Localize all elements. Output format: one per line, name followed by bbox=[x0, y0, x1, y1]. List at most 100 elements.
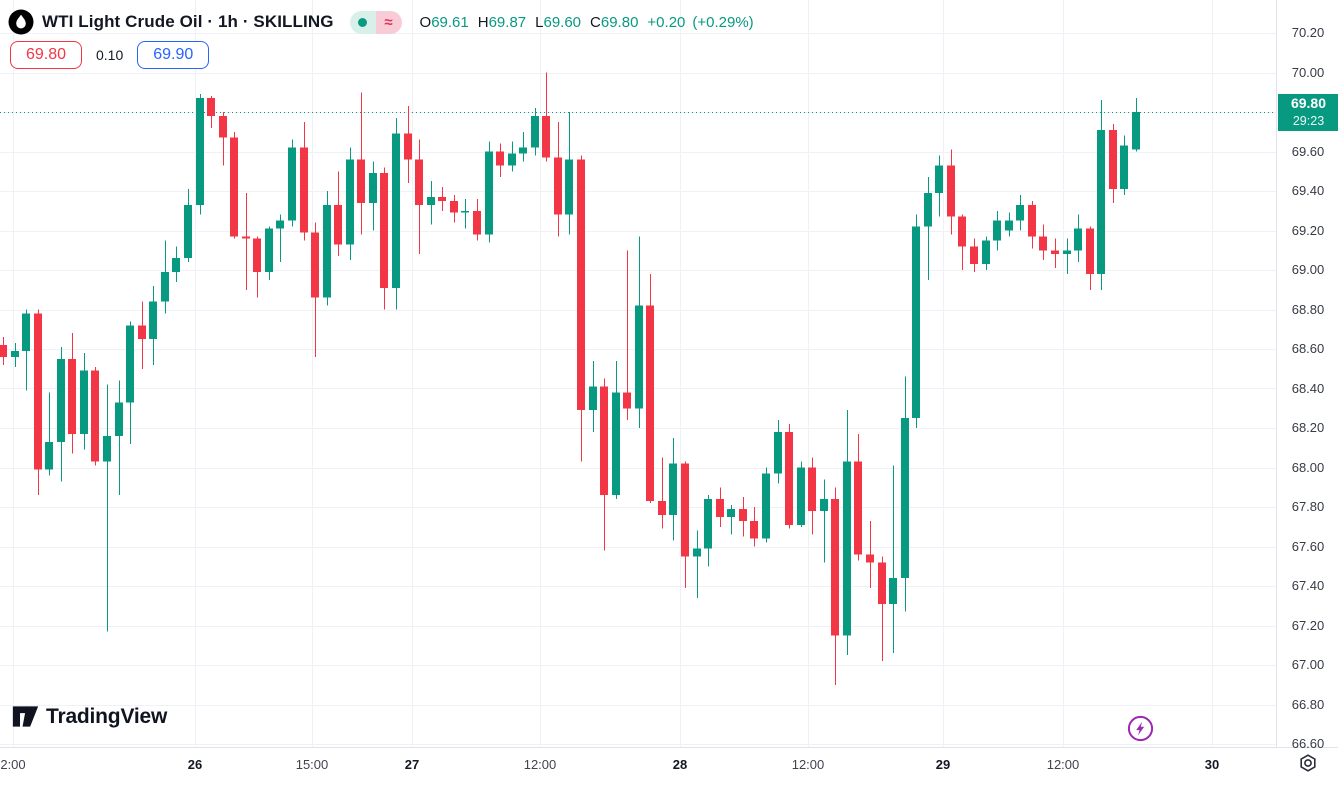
symbol-title[interactable]: WTI Light Crude Oil · 1h · SKILLING bbox=[42, 12, 334, 31]
candle-body bbox=[80, 370, 88, 434]
approximate-data-indicator[interactable]: ≈ bbox=[375, 10, 402, 34]
market-open-indicator[interactable] bbox=[349, 10, 376, 34]
candle-body bbox=[276, 220, 284, 229]
candle-body bbox=[68, 358, 76, 434]
candle-body bbox=[866, 554, 874, 563]
candle-body bbox=[820, 499, 828, 511]
time-axis[interactable]: 2:00 26 15:00 27 12:00 28 12:00 29 12:00 30 bbox=[0, 747, 1338, 791]
time-tick-label: 27 bbox=[404, 757, 420, 772]
candle-body bbox=[958, 216, 966, 247]
quote-row: 69.80 0.10 69.90 bbox=[10, 41, 210, 69]
time-tick-label: 15:00 bbox=[295, 757, 329, 772]
axis-settings-button[interactable] bbox=[1296, 751, 1320, 775]
candle-body bbox=[693, 548, 701, 557]
candle-body bbox=[681, 463, 689, 557]
price-tick-label: 68.40 bbox=[1291, 380, 1325, 396]
candle-body bbox=[797, 467, 805, 525]
ohlc-readout: O69.61 H69.87 L69.60 C69.80 +0.20 (+0.29… bbox=[420, 14, 761, 31]
candle-body bbox=[1109, 129, 1117, 190]
candle-body bbox=[11, 350, 19, 357]
ohlc-high: H69.87 bbox=[477, 13, 527, 31]
price-change: +0.20 bbox=[647, 13, 686, 31]
candle-body bbox=[230, 137, 238, 237]
candle-body bbox=[1016, 204, 1024, 221]
price-tick-label: 67.40 bbox=[1291, 578, 1325, 593]
candle-body bbox=[392, 133, 400, 288]
candle-body bbox=[600, 386, 608, 496]
candle-body bbox=[831, 499, 839, 636]
candle-body bbox=[1005, 220, 1013, 231]
candle-body bbox=[635, 305, 643, 409]
candle-body bbox=[149, 301, 157, 340]
candle-body bbox=[334, 204, 342, 245]
candle-body bbox=[288, 147, 296, 221]
time-tick-label: 29 bbox=[935, 757, 951, 772]
candle-body bbox=[716, 499, 724, 517]
candle-body bbox=[161, 271, 169, 302]
instant-trading-button[interactable] bbox=[1126, 714, 1155, 743]
candle-body bbox=[0, 345, 7, 357]
candle-body bbox=[1039, 236, 1047, 251]
candle-body bbox=[172, 258, 180, 272]
sell-button[interactable]: 69.80 bbox=[10, 41, 82, 69]
price-tick-label: 67.00 bbox=[1291, 657, 1325, 672]
time-tick-label: 30 bbox=[1204, 757, 1220, 772]
status-dot-icon bbox=[358, 17, 368, 27]
current-price-value: 69.80 bbox=[1290, 95, 1327, 111]
market-status-pill[interactable]: ≈ bbox=[349, 10, 402, 34]
candle-body bbox=[1132, 112, 1140, 150]
time-tick-label: 2:00 bbox=[0, 757, 26, 772]
tradingview-logo[interactable]: TradingView bbox=[12, 703, 167, 730]
candle-body bbox=[878, 562, 886, 604]
candle-body bbox=[658, 501, 666, 515]
candle-body bbox=[91, 370, 99, 462]
candle-body bbox=[589, 386, 597, 411]
price-tick-label: 68.80 bbox=[1291, 301, 1325, 317]
candle-body bbox=[253, 238, 261, 272]
candle-body bbox=[184, 204, 192, 259]
lightning-icon bbox=[1127, 715, 1154, 742]
candle-body bbox=[438, 196, 446, 201]
candle-body bbox=[22, 313, 30, 351]
candle-body bbox=[774, 431, 782, 474]
candle-body bbox=[1074, 228, 1082, 251]
candle-body bbox=[207, 98, 215, 116]
candle-body bbox=[1097, 129, 1105, 274]
candle-body bbox=[727, 508, 735, 517]
candle-body bbox=[646, 305, 654, 502]
candle-body bbox=[473, 210, 481, 235]
spread-value: 0.10 bbox=[96, 47, 124, 63]
candle-body bbox=[785, 431, 793, 525]
tradingview-logo-text: TradingView bbox=[46, 704, 168, 728]
candle-body bbox=[57, 358, 65, 442]
candle-body bbox=[300, 147, 308, 233]
candle-body bbox=[924, 192, 932, 227]
candle-body bbox=[115, 402, 123, 436]
candle-body bbox=[889, 578, 897, 604]
buy-button[interactable]: 69.90 bbox=[137, 41, 210, 69]
candle-body bbox=[739, 508, 747, 521]
candle-body bbox=[947, 165, 955, 217]
candle-body bbox=[496, 151, 504, 166]
candle-body bbox=[242, 236, 250, 239]
price-axis[interactable]: 69.80 29:23 70.20 70.00 69.80 69.60 69.40 69.… bbox=[1276, 0, 1338, 751]
price-tick-label: 67.80 bbox=[1291, 499, 1325, 514]
candle-body bbox=[854, 461, 862, 555]
candle-body bbox=[138, 325, 146, 340]
candle-body bbox=[323, 204, 331, 298]
candle-body bbox=[357, 159, 365, 203]
candle-body bbox=[982, 240, 990, 265]
price-tick-label: 67.60 bbox=[1291, 538, 1325, 554]
price-tick-label: 69.60 bbox=[1291, 143, 1325, 159]
candle-body bbox=[519, 147, 527, 154]
price-tick-label: 69.40 bbox=[1291, 183, 1325, 198]
time-tick-label: 12:00 bbox=[791, 757, 825, 772]
tradingview-logo-icon bbox=[12, 706, 39, 727]
bar-countdown: 29:23 bbox=[1292, 114, 1325, 128]
price-tick-label: 66.60 bbox=[1291, 736, 1325, 751]
candle-body bbox=[704, 499, 712, 549]
approx-icon: ≈ bbox=[384, 13, 393, 31]
price-tick-label: 66.80 bbox=[1291, 696, 1325, 712]
candle-body bbox=[577, 159, 585, 411]
